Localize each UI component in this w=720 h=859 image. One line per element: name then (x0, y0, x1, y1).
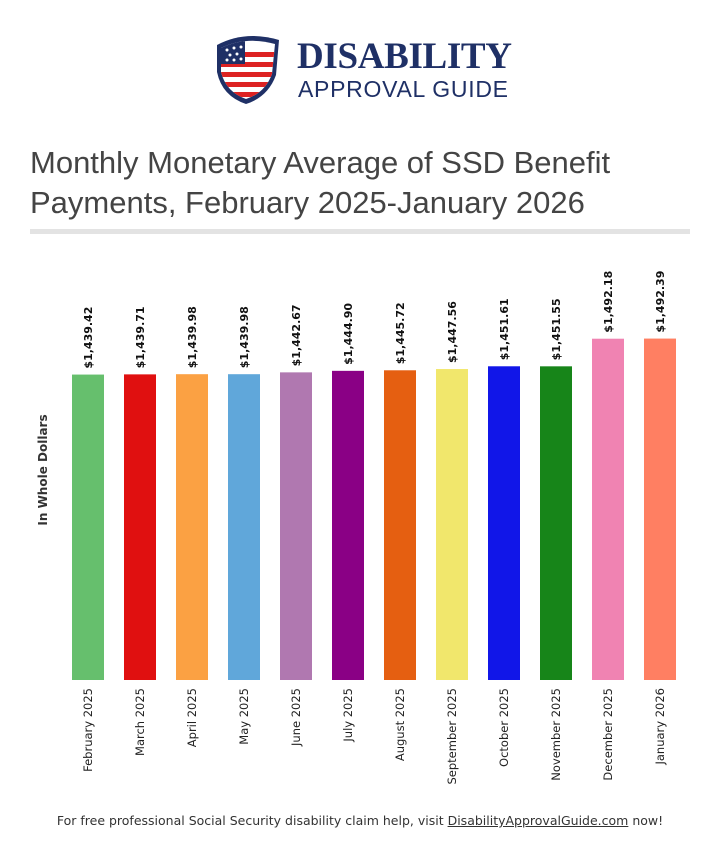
x-tick-label: May 2025 (237, 688, 251, 745)
bar (488, 366, 520, 680)
logo-shield (217, 36, 279, 104)
footer-after: now! (632, 813, 664, 828)
x-tick-label: October 2025 (497, 688, 511, 767)
bar (176, 374, 208, 680)
bar (280, 372, 312, 680)
x-tick-label: February 2025 (81, 688, 95, 772)
bar (124, 374, 156, 680)
value-label: $1,451.61 (498, 298, 511, 360)
x-tick-label: November 2025 (549, 688, 563, 781)
value-label: $1,439.42 (82, 307, 95, 369)
value-label: $1,492.18 (602, 271, 615, 333)
value-label: $1,447.56 (446, 301, 459, 363)
divider (30, 229, 690, 234)
value-label: $1,445.72 (394, 302, 407, 364)
chart-title: Monthly Monetary Average of SSD Benefit … (30, 145, 611, 220)
chart: In Whole Dollars $1,439.42 February 2025 $… (36, 271, 676, 785)
value-label: $1,492.39 (654, 271, 667, 333)
bar (72, 374, 104, 680)
bar (592, 338, 624, 680)
y-axis-label: In Whole Dollars (36, 414, 50, 525)
value-label: $1,439.98 (186, 306, 199, 368)
value-label: $1,442.67 (290, 304, 303, 366)
value-label: $1,439.98 (238, 306, 251, 368)
logo-line2: APPROVAL GUIDE (298, 76, 508, 102)
bar (644, 338, 676, 680)
x-tick-label: March 2025 (133, 688, 147, 756)
logo-line1: DISABILITY (297, 36, 512, 77)
logo: DISABILITY APPROVAL GUIDE (217, 36, 512, 104)
bar (540, 366, 572, 680)
value-label: $1,444.90 (342, 303, 355, 365)
bar (332, 370, 364, 680)
bar (436, 369, 468, 680)
footer: For free professional Social Security di… (0, 813, 720, 828)
x-tick-label: August 2025 (393, 688, 407, 761)
x-tick-label: September 2025 (445, 688, 459, 785)
bar (228, 374, 260, 680)
footer-link[interactable]: DisabilityApprovalGuide.com (447, 813, 629, 828)
x-tick-label: December 2025 (601, 688, 615, 781)
x-tick-label: April 2025 (185, 688, 199, 747)
x-tick-label: June 2025 (289, 688, 303, 747)
value-label: $1,439.71 (134, 306, 147, 368)
value-label: $1,451.55 (550, 298, 563, 360)
bar (384, 370, 416, 680)
footer-text: For free professional Social Security di… (56, 813, 444, 828)
x-tick-label: July 2025 (341, 688, 355, 743)
x-tick-label: January 2026 (653, 688, 667, 766)
